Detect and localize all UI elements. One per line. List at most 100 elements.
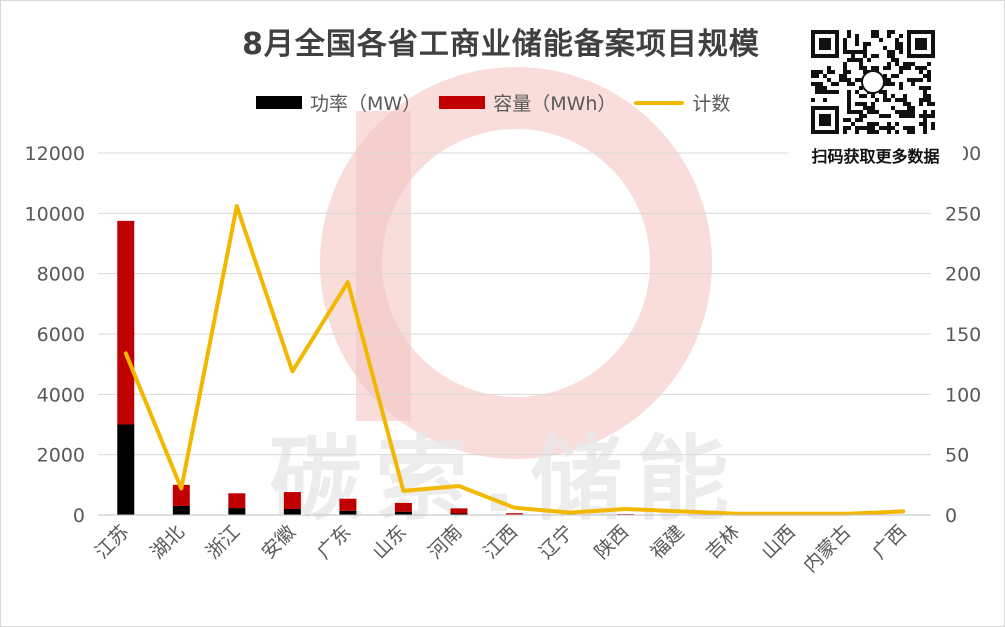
qr-module bbox=[863, 42, 867, 46]
qr-module bbox=[883, 46, 887, 50]
qr-module bbox=[863, 94, 867, 98]
qr-module bbox=[847, 58, 851, 62]
qr-module bbox=[899, 114, 903, 118]
qr-module bbox=[811, 98, 815, 102]
qr-module bbox=[907, 106, 911, 110]
bar-power bbox=[339, 510, 357, 515]
qr-module bbox=[907, 78, 911, 82]
qr-module bbox=[931, 126, 935, 130]
chart-title: 8月全国各省工商业储能备案项目规模 bbox=[242, 27, 760, 62]
qr-module bbox=[887, 34, 891, 38]
qr-module bbox=[927, 102, 931, 106]
qr-module bbox=[891, 58, 895, 62]
qr-module bbox=[827, 90, 831, 94]
qr-module bbox=[811, 70, 815, 74]
line-count-point bbox=[568, 511, 572, 515]
qr-module bbox=[819, 70, 823, 74]
legend-swatch-capacity bbox=[439, 96, 486, 109]
qr-module bbox=[859, 102, 863, 106]
qr-module bbox=[871, 106, 875, 110]
qr-module bbox=[823, 86, 827, 90]
qr-module bbox=[859, 94, 863, 98]
line-count-point bbox=[179, 486, 183, 490]
qr-module bbox=[923, 94, 927, 98]
qr-module bbox=[859, 114, 863, 118]
qr-module bbox=[855, 34, 859, 38]
bar-capacity bbox=[617, 514, 635, 515]
qr-module bbox=[871, 126, 875, 130]
qr-module bbox=[847, 78, 851, 82]
qr-module bbox=[891, 106, 895, 110]
qr-module bbox=[875, 122, 879, 126]
bar-power bbox=[394, 511, 412, 515]
qr-module bbox=[919, 114, 923, 118]
qr-module bbox=[931, 114, 935, 118]
qr-module bbox=[815, 86, 819, 90]
legend-item-count: 计数 bbox=[634, 89, 730, 116]
legend-swatch-power bbox=[256, 96, 302, 109]
bar-power bbox=[228, 508, 246, 515]
qr-module bbox=[819, 90, 823, 94]
qr-module bbox=[879, 38, 883, 42]
qr-module bbox=[899, 46, 903, 50]
qr-module bbox=[875, 66, 879, 70]
qr-module bbox=[843, 78, 847, 82]
qr-module bbox=[859, 58, 863, 62]
qr-module bbox=[831, 70, 835, 74]
qr-module bbox=[907, 110, 911, 114]
qr-module bbox=[919, 70, 923, 74]
qr-module bbox=[843, 50, 847, 54]
qr-module bbox=[843, 38, 847, 42]
qr-module bbox=[811, 74, 815, 78]
qr-module bbox=[907, 62, 911, 66]
qr-module bbox=[847, 118, 851, 122]
qr-module bbox=[859, 126, 863, 130]
qr-module bbox=[871, 94, 875, 98]
qr-module bbox=[827, 66, 831, 70]
qr-module bbox=[847, 90, 851, 94]
qr-module bbox=[927, 98, 931, 102]
qr-finder-core bbox=[819, 114, 831, 126]
qr-module bbox=[899, 66, 903, 70]
qr-module bbox=[819, 82, 823, 86]
qr-module bbox=[851, 82, 855, 86]
legend-swatch-count bbox=[634, 100, 685, 105]
x-tick-label: 山西 bbox=[757, 521, 799, 563]
qr-module bbox=[887, 98, 891, 102]
qr-module bbox=[931, 122, 935, 126]
bar-capacity bbox=[228, 493, 246, 509]
qr-module bbox=[887, 82, 891, 86]
qr-module bbox=[887, 122, 891, 126]
legend-item-power: 功率（MW） bbox=[256, 89, 421, 116]
qr-module bbox=[843, 126, 847, 130]
legend: 功率（MW） 容量（MWh） 计数 bbox=[256, 89, 748, 116]
qr-module bbox=[867, 126, 871, 130]
qr-module bbox=[823, 90, 827, 94]
qr-module bbox=[855, 102, 859, 106]
y-right-tick-label: 0 bbox=[945, 505, 957, 527]
qr-module bbox=[843, 70, 847, 74]
qr-module bbox=[863, 102, 867, 106]
watermark: 碳索.储能 bbox=[270, 67, 728, 533]
qr-module bbox=[895, 122, 899, 126]
qr-module bbox=[823, 98, 827, 102]
qr-module bbox=[891, 126, 895, 130]
qr-module bbox=[915, 66, 919, 70]
y-left-tick-label: 8000 bbox=[37, 264, 85, 286]
qr-module bbox=[875, 110, 879, 114]
y-left-tick-label: 0 bbox=[73, 505, 85, 527]
qr-module bbox=[815, 90, 819, 94]
bar-capacity bbox=[450, 508, 468, 514]
qr-module bbox=[887, 78, 891, 82]
qr-module bbox=[927, 78, 931, 82]
qr-module bbox=[867, 110, 871, 114]
qr-module bbox=[899, 98, 903, 102]
qr-module bbox=[847, 82, 851, 86]
line-count-point bbox=[901, 509, 905, 513]
qr-module bbox=[923, 110, 927, 114]
qr-module bbox=[875, 54, 879, 58]
qr-module bbox=[847, 34, 851, 38]
qr-module bbox=[855, 78, 859, 82]
qr-module bbox=[871, 122, 875, 126]
